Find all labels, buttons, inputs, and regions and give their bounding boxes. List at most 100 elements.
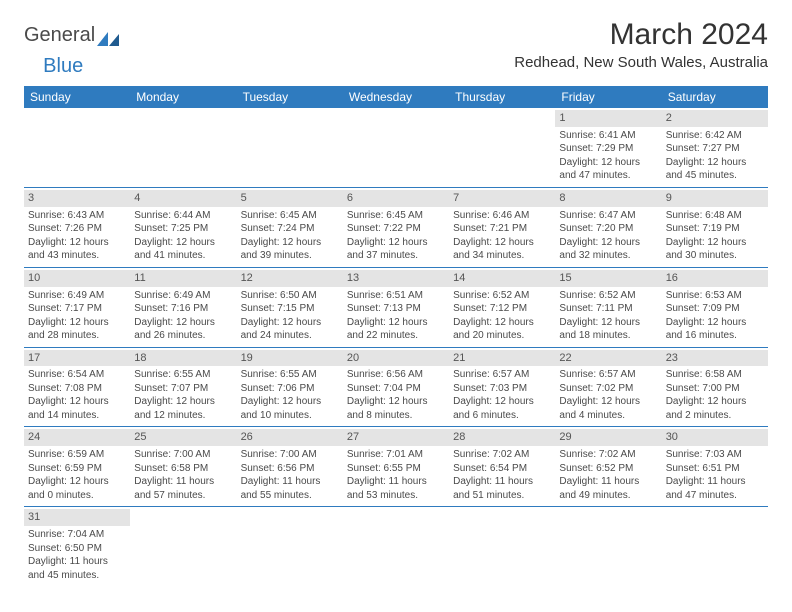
calendar-cell-empty [449,108,555,187]
calendar-cell: 4Sunrise: 6:44 AMSunset: 7:25 PMDaylight… [130,187,236,267]
sunrise-text: Sunrise: 6:52 AM [559,289,657,303]
weekday-header: Saturday [662,86,768,108]
calendar-cell: 5Sunrise: 6:45 AMSunset: 7:24 PMDaylight… [237,187,343,267]
sunset-text: Sunset: 7:20 PM [559,222,657,236]
calendar-cell: 25Sunrise: 7:00 AMSunset: 6:58 PMDayligh… [130,427,236,507]
sunset-text: Sunset: 7:03 PM [453,382,551,396]
calendar-cell-empty [555,507,661,586]
calendar-cell-empty [24,108,130,187]
day-number: 5 [237,190,343,207]
sunrise-text: Sunrise: 6:59 AM [28,448,126,462]
sail-icon [97,29,119,43]
sunset-text: Sunset: 7:09 PM [666,302,764,316]
sunrise-text: Sunrise: 6:57 AM [453,368,551,382]
daylight-text: Daylight: 12 hours and 8 minutes. [347,395,445,422]
calendar-cell: 13Sunrise: 6:51 AMSunset: 7:13 PMDayligh… [343,267,449,347]
calendar-cell: 16Sunrise: 6:53 AMSunset: 7:09 PMDayligh… [662,267,768,347]
daylight-text: Daylight: 11 hours and 49 minutes. [559,475,657,502]
day-number: 14 [449,270,555,287]
daylight-text: Daylight: 12 hours and 6 minutes. [453,395,551,422]
calendar-cell: 15Sunrise: 6:52 AMSunset: 7:11 PMDayligh… [555,267,661,347]
sunrise-text: Sunrise: 7:00 AM [134,448,232,462]
sunrise-text: Sunrise: 6:47 AM [559,209,657,223]
daylight-text: Daylight: 12 hours and 10 minutes. [241,395,339,422]
calendar-week-row: 24Sunrise: 6:59 AMSunset: 6:59 PMDayligh… [24,427,768,507]
daylight-text: Daylight: 12 hours and 41 minutes. [134,236,232,263]
daylight-text: Daylight: 12 hours and 14 minutes. [28,395,126,422]
weekday-header: Tuesday [237,86,343,108]
sunrise-text: Sunrise: 7:00 AM [241,448,339,462]
daylight-text: Daylight: 12 hours and 34 minutes. [453,236,551,263]
calendar-cell: 28Sunrise: 7:02 AMSunset: 6:54 PMDayligh… [449,427,555,507]
day-number: 7 [449,190,555,207]
calendar-cell-empty [237,507,343,586]
sunset-text: Sunset: 7:12 PM [453,302,551,316]
sunrise-text: Sunrise: 6:45 AM [347,209,445,223]
calendar-cell: 24Sunrise: 6:59 AMSunset: 6:59 PMDayligh… [24,427,130,507]
sunset-text: Sunset: 7:29 PM [559,142,657,156]
day-number: 20 [343,350,449,367]
sunset-text: Sunset: 6:59 PM [28,462,126,476]
sunrise-text: Sunrise: 6:42 AM [666,129,764,143]
daylight-text: Daylight: 12 hours and 0 minutes. [28,475,126,502]
calendar-cell: 26Sunrise: 7:00 AMSunset: 6:56 PMDayligh… [237,427,343,507]
sunrise-text: Sunrise: 6:55 AM [134,368,232,382]
sunset-text: Sunset: 6:58 PM [134,462,232,476]
location: Redhead, New South Wales, Australia [514,54,768,71]
sunset-text: Sunset: 6:54 PM [453,462,551,476]
calendar-header-row: SundayMondayTuesdayWednesdayThursdayFrid… [24,86,768,108]
day-number: 2 [662,110,768,127]
day-number: 12 [237,270,343,287]
calendar-cell-empty [343,507,449,586]
sunrise-text: Sunrise: 6:51 AM [347,289,445,303]
day-number: 8 [555,190,661,207]
calendar-cell-empty [130,507,236,586]
calendar-cell: 27Sunrise: 7:01 AMSunset: 6:55 PMDayligh… [343,427,449,507]
sunset-text: Sunset: 6:56 PM [241,462,339,476]
sunset-text: Sunset: 7:06 PM [241,382,339,396]
calendar-table: SundayMondayTuesdayWednesdayThursdayFrid… [24,86,768,586]
sunset-text: Sunset: 6:52 PM [559,462,657,476]
sunset-text: Sunset: 6:55 PM [347,462,445,476]
sunrise-text: Sunrise: 7:03 AM [666,448,764,462]
sunset-text: Sunset: 7:27 PM [666,142,764,156]
weekday-header: Monday [130,86,236,108]
sunset-text: Sunset: 7:15 PM [241,302,339,316]
sunrise-text: Sunrise: 7:04 AM [28,528,126,542]
day-number: 27 [343,429,449,446]
sunset-text: Sunset: 7:07 PM [134,382,232,396]
logo: General [24,24,119,47]
calendar-cell: 11Sunrise: 6:49 AMSunset: 7:16 PMDayligh… [130,267,236,347]
daylight-text: Daylight: 12 hours and 32 minutes. [559,236,657,263]
sunrise-text: Sunrise: 6:50 AM [241,289,339,303]
calendar-cell: 6Sunrise: 6:45 AMSunset: 7:22 PMDaylight… [343,187,449,267]
day-number: 3 [24,190,130,207]
calendar-week-row: 3Sunrise: 6:43 AMSunset: 7:26 PMDaylight… [24,187,768,267]
sunrise-text: Sunrise: 6:48 AM [666,209,764,223]
daylight-text: Daylight: 12 hours and 20 minutes. [453,316,551,343]
day-number: 30 [662,429,768,446]
title-block: March 2024 Redhead, New South Wales, Aus… [514,18,768,71]
weekday-header: Sunday [24,86,130,108]
daylight-text: Daylight: 11 hours and 55 minutes. [241,475,339,502]
calendar-week-row: 17Sunrise: 6:54 AMSunset: 7:08 PMDayligh… [24,347,768,427]
calendar-cell-empty [343,108,449,187]
daylight-text: Daylight: 12 hours and 4 minutes. [559,395,657,422]
calendar-cell-empty [130,108,236,187]
daylight-text: Daylight: 11 hours and 51 minutes. [453,475,551,502]
sunset-text: Sunset: 6:51 PM [666,462,764,476]
calendar-cell: 22Sunrise: 6:57 AMSunset: 7:02 PMDayligh… [555,347,661,427]
day-number: 18 [130,350,236,367]
sunset-text: Sunset: 7:02 PM [559,382,657,396]
daylight-text: Daylight: 12 hours and 43 minutes. [28,236,126,263]
sunrise-text: Sunrise: 6:43 AM [28,209,126,223]
sunset-text: Sunset: 7:13 PM [347,302,445,316]
daylight-text: Daylight: 12 hours and 30 minutes. [666,236,764,263]
daylight-text: Daylight: 12 hours and 39 minutes. [241,236,339,263]
daylight-text: Daylight: 12 hours and 37 minutes. [347,236,445,263]
sunrise-text: Sunrise: 6:58 AM [666,368,764,382]
logo-text-blue: Blue [43,55,83,78]
daylight-text: Daylight: 11 hours and 47 minutes. [666,475,764,502]
calendar-cell: 31Sunrise: 7:04 AMSunset: 6:50 PMDayligh… [24,507,130,586]
weekday-header: Friday [555,86,661,108]
